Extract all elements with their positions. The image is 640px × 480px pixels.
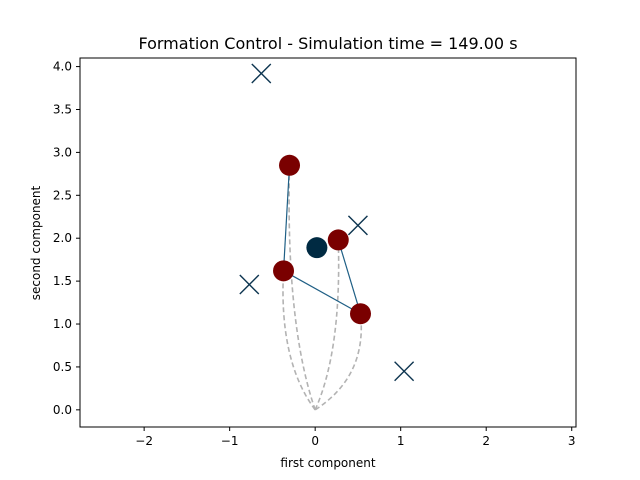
formation-edge-3: [337, 239, 362, 314]
trajectory-path-4: [314, 313, 363, 411]
x-axis-label: first component: [280, 456, 375, 470]
x-tick-label: 0: [311, 434, 319, 448]
target-marker-stroke: [251, 63, 272, 84]
x-tick-label: −1: [221, 434, 239, 448]
formation-edge-1: [282, 165, 291, 271]
y-tick-label: 2.5: [53, 188, 72, 202]
y-tick-label: 0.0: [53, 403, 72, 417]
y-tick-label: 4.0: [53, 60, 72, 74]
x-tick-label: −2: [135, 434, 153, 448]
y-tick-label: 0.5: [53, 360, 72, 374]
target-marker-3: [239, 274, 260, 295]
formation-edge-2: [283, 270, 361, 315]
formation-edge-layer: [282, 165, 362, 315]
leader-point: [306, 237, 328, 259]
plot-area-frame: [79, 57, 577, 428]
y-axis-ticks: 0.0 0.5 1.0 1.5 2.0 2.5 3.0 3.5 4.0: [53, 60, 80, 417]
target-marker-2: [347, 215, 368, 236]
trajectory-path-2: [314, 239, 340, 411]
y-axis-label: second component: [29, 185, 43, 300]
trajectory-path-1: [288, 165, 316, 411]
x-tick-label: 1: [397, 434, 405, 448]
y-tick-label: 2.0: [53, 231, 72, 245]
marker-layer: [239, 63, 415, 382]
trajectory-layer: [282, 165, 363, 411]
x-axis-ticks: −2 −1 0 1 2 3: [135, 427, 576, 448]
target-marker-stroke: [347, 215, 368, 236]
chart-title: Formation Control - Simulation time = 14…: [138, 34, 517, 53]
agent-point-3: [273, 260, 295, 282]
y-tick-label: 1.5: [53, 274, 72, 288]
y-tick-label: 3.0: [53, 145, 72, 159]
x-tick-label: 2: [482, 434, 490, 448]
y-tick-label: 3.5: [53, 102, 72, 116]
target-marker-stroke: [394, 361, 415, 382]
trajectory-path-3: [282, 270, 316, 411]
target-marker-stroke: [239, 274, 260, 295]
agent-point-4: [349, 303, 371, 325]
agent-point-2: [327, 229, 349, 251]
target-marker-4: [394, 361, 415, 382]
target-marker-1: [251, 63, 272, 84]
y-tick-label: 1.0: [53, 317, 72, 331]
agent-point-1: [279, 154, 301, 176]
x-tick-label: 3: [568, 434, 576, 448]
